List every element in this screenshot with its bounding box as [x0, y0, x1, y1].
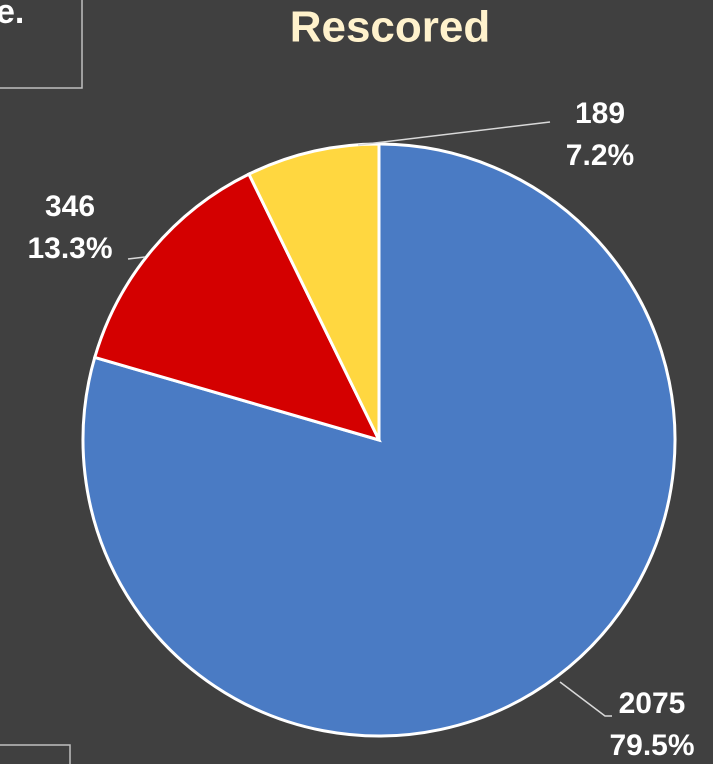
leader-line: [357, 121, 551, 146]
percent-label: 79.5%: [609, 729, 694, 762]
chart-title: Rescored: [290, 3, 491, 52]
leader-line: [127, 256, 146, 260]
side-box: [0, 0, 83, 89]
pie-slice: [81, 142, 677, 738]
side-box: [0, 744, 71, 764]
data-label: 346: [45, 190, 95, 223]
data-label: 2075: [619, 687, 686, 720]
pie-slice: [246, 142, 381, 441]
data-label: 189: [575, 97, 625, 130]
percent-label: 7.2%: [566, 139, 634, 172]
pie-slice: [92, 172, 382, 443]
percent-label: 13.3%: [27, 232, 112, 265]
leader-line: [559, 681, 612, 717]
cropped-text: e.: [0, 0, 24, 31]
